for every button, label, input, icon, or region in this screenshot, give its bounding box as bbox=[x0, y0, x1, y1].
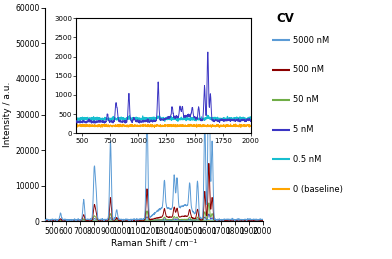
Text: 5000 nM: 5000 nM bbox=[293, 36, 329, 45]
Text: 500 nM: 500 nM bbox=[293, 66, 324, 74]
Y-axis label: Intensity / a.u.: Intensity / a.u. bbox=[4, 82, 13, 147]
X-axis label: Raman Shift / cm⁻¹: Raman Shift / cm⁻¹ bbox=[111, 239, 197, 248]
Text: 0 (baseline): 0 (baseline) bbox=[293, 185, 343, 193]
Text: CV: CV bbox=[276, 12, 294, 25]
Text: 5 nM: 5 nM bbox=[293, 125, 314, 134]
Text: 0.5 nM: 0.5 nM bbox=[293, 155, 321, 164]
Text: 50 nM: 50 nM bbox=[293, 95, 319, 104]
